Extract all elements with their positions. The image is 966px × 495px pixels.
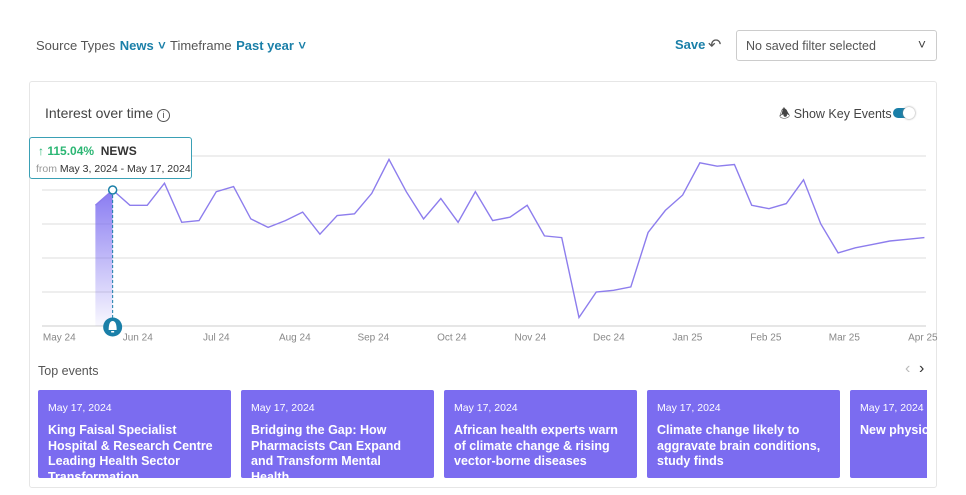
events-title: Top events [38, 364, 99, 378]
event-card[interactable]: May 17, 2024 King Faisal Specialist Hospi… [38, 390, 231, 478]
event-title: Climate change likely to aggravate brain… [657, 423, 821, 468]
x-tick-label: Aug 24 [279, 333, 311, 344]
toggle-knob [903, 107, 915, 119]
label: Show Key Events [793, 107, 892, 121]
undo-icon[interactable]: ↶ [708, 37, 722, 54]
toggle[interactable] [893, 107, 915, 119]
label: Source Types [36, 38, 116, 53]
from: from [36, 163, 57, 175]
x-tick-label: May 24 [43, 333, 76, 344]
tooltip: ↑ 115.04% NEWS from May 3, 2024 - May 17… [29, 137, 192, 179]
arrow: ↑ [38, 144, 44, 158]
x-tick-label: Oct 24 [437, 333, 467, 344]
bell-icon: 🕭 [779, 107, 791, 121]
title: Interest over time [45, 105, 154, 121]
source-filter[interactable]: Source Types News ˅ [36, 37, 166, 55]
save-button[interactable]: Save [675, 37, 706, 52]
change: 115.04% [47, 144, 95, 158]
saved-filter-select[interactable]: No saved filter selected ˅ [736, 30, 937, 61]
value: Past year [236, 38, 294, 53]
x-tick-label: Jun 24 [123, 333, 153, 344]
x-tick-label: Mar 25 [829, 333, 861, 344]
highlight-point [107, 185, 118, 195]
select-text: No saved filter selected [746, 39, 876, 53]
x-tick-label: Apr 25 [908, 333, 938, 344]
event-date: May 17, 2024 [454, 402, 518, 414]
event-date: May 17, 2024 [251, 402, 315, 414]
x-tick-label: Jul 24 [203, 333, 230, 344]
event-date: May 17, 2024 [860, 402, 924, 414]
event-card[interactable]: May 17, 2024 African health experts warn … [444, 390, 637, 478]
value: News [119, 38, 154, 53]
highlight-area [95, 190, 113, 326]
range: May 3, 2024 - May 17, 2024 [59, 163, 191, 175]
event-title: King Faisal Specialist Hospital & Resear… [48, 423, 213, 478]
event-title: African health experts warn of climate c… [454, 423, 618, 468]
timeframe-filter[interactable]: Timeframe Past year ˅ [170, 37, 306, 55]
panel-title: Interest over time i [45, 105, 171, 122]
caret: ˅ [917, 36, 926, 52]
event-card[interactable]: May 17, 2024 Bridging the Gap: How Pharma… [241, 390, 434, 478]
caret: ˅ [158, 38, 166, 53]
event-title: New physicia tied to patien [860, 423, 927, 437]
x-tick-label: Feb 25 [750, 333, 782, 344]
event-date: May 17, 2024 [48, 402, 112, 414]
series: NEWS [100, 144, 137, 158]
x-tick-label: Dec 24 [593, 333, 625, 344]
event-title: Bridging the Gap: How Pharmacists Can Ex… [251, 423, 402, 478]
event-card[interactable]: May 17, 2024 Climate change likely to agg… [647, 390, 840, 478]
event-date: May 17, 2024 [657, 402, 721, 414]
line [94, 157, 925, 320]
label: Timeframe [170, 38, 232, 53]
x-tick-label: Sep 24 [357, 333, 389, 344]
caret: ˅ [298, 38, 306, 53]
info-icon[interactable]: i [157, 109, 171, 122]
tooltip-head: ↑ 115.04% NEWS [38, 144, 137, 158]
x-tick-label: Jan 25 [672, 333, 702, 344]
panel [29, 81, 937, 488]
cards: May 17, 2024 King Faisal Specialist Hospi… [38, 390, 927, 478]
tooltip-range: from May 3, 2024 - May 17, 2024 [36, 163, 191, 175]
x-tick-label: Nov 24 [514, 333, 546, 344]
bell-icon [108, 321, 117, 333]
next-arrow[interactable]: › [919, 360, 925, 377]
event-card[interactable]: May 17, 2024 New physicia tied to patien [850, 390, 927, 478]
prev-arrow[interactable]: ‹ [905, 360, 911, 377]
key-events-toggle[interactable]: 🕭 Show Key Events [779, 105, 892, 126]
